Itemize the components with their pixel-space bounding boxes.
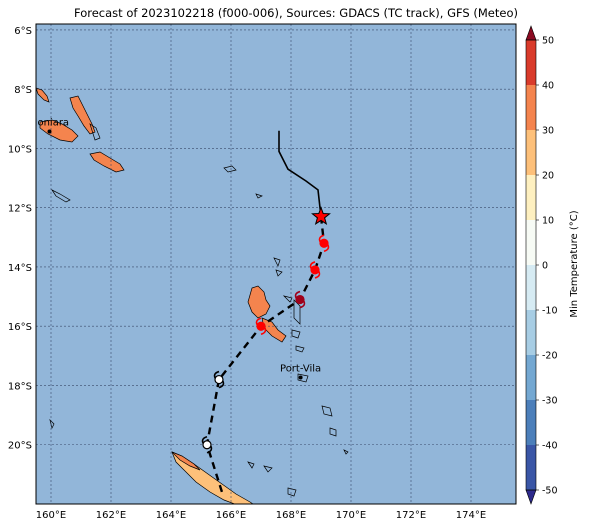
lon-tick-label: 170°E xyxy=(336,510,366,521)
land-epi xyxy=(291,329,301,339)
colorbar-extend-low xyxy=(525,489,537,505)
land-makira xyxy=(89,151,125,173)
longitude-tick-labels: 160°E 162°E 164°E 166°E 168°E 170°E 172°E 174°E xyxy=(36,510,486,521)
land-guadalcanal xyxy=(39,119,79,143)
land-efate xyxy=(295,345,305,353)
figure-title: Forecast of 2023102218 (f000-006), Sourc… xyxy=(74,6,518,20)
colorbar-tick-label: 10 xyxy=(542,216,554,227)
current-position-star-shape xyxy=(311,206,331,226)
lat-tick-label: 8°S xyxy=(14,85,32,96)
colorbar-band xyxy=(526,445,536,490)
lon-tick-label: 174°E xyxy=(456,510,486,521)
land-solomon-islands xyxy=(36,87,263,203)
colorbar-extend-high xyxy=(525,25,537,41)
colorbar-band xyxy=(526,220,536,265)
colorbar-tick-label: -50 xyxy=(542,486,558,497)
colorbar-tick-label: -30 xyxy=(542,396,558,407)
land-santa-isabel xyxy=(69,95,96,135)
lon-tick-label: 164°E xyxy=(156,510,186,521)
map-frame xyxy=(35,23,517,505)
colorbar-tick-label: 40 xyxy=(542,81,554,92)
city-label: Honiara xyxy=(30,118,69,129)
colorbar-tick-label: -10 xyxy=(542,306,558,317)
colorbar-tick-label: 0 xyxy=(542,261,548,272)
colorbar-label: Min Temperature (°C) xyxy=(569,210,580,317)
cyclone-symbol-dot xyxy=(214,374,224,385)
land-vanuatu xyxy=(247,257,349,455)
colorbar-band xyxy=(526,310,536,355)
land-rennell xyxy=(50,189,71,203)
land-loyalty-1 xyxy=(247,461,255,469)
cyclone-track xyxy=(205,130,326,493)
track-forecast-line xyxy=(205,216,326,493)
colorbar: -50 -40 -30 -20 -10 0 10 20 30 40 50 xyxy=(525,25,558,505)
lon-tick-label: 162°E xyxy=(96,510,126,521)
land-aneityum xyxy=(343,449,349,455)
lat-tick-label: 10°S xyxy=(8,144,32,155)
track-past-line xyxy=(278,130,322,217)
land-small-4 xyxy=(275,269,283,277)
land-erromango xyxy=(321,405,333,417)
cyclone-symbol-dot xyxy=(202,440,212,450)
land-loyalty-3 xyxy=(287,487,297,497)
colorbar-tick-label: -40 xyxy=(542,441,558,452)
cities: Honiara Port-Vila xyxy=(30,118,321,380)
land-tanna xyxy=(329,427,337,437)
cyclone-symbol-dot xyxy=(256,321,266,331)
land-small-2 xyxy=(255,193,263,199)
grid xyxy=(36,24,516,504)
land-grande-terre-edge xyxy=(171,451,201,471)
lat-tick-label: 6°S xyxy=(14,26,32,37)
land-new-caledonia xyxy=(49,418,297,504)
land-pentecost xyxy=(293,299,301,325)
land-loyalty-2 xyxy=(263,465,273,473)
lat-tick-label: 12°S xyxy=(8,204,32,215)
colorbar-band xyxy=(526,130,536,175)
track-point-5 xyxy=(201,435,213,454)
track-point-0 xyxy=(318,234,330,253)
cyclone-symbol-dot xyxy=(295,294,305,305)
colorbar-tick-label: 50 xyxy=(542,36,554,47)
colorbar-band xyxy=(526,175,536,220)
track-point-3 xyxy=(255,317,267,335)
colorbar-band xyxy=(526,85,536,130)
land-choiseul xyxy=(36,87,50,103)
lat-tick-label: 20°S xyxy=(8,441,32,452)
colorbar-band xyxy=(526,265,536,310)
cyclone-symbol-dot xyxy=(319,238,329,248)
track-point-4 xyxy=(213,370,225,389)
track-point-1 xyxy=(309,261,321,279)
colorbar-tick-label: 30 xyxy=(542,126,554,137)
ocean xyxy=(36,24,516,504)
land-espiritu-santo xyxy=(247,285,271,319)
city-marker xyxy=(47,129,52,134)
city-marker xyxy=(298,375,303,380)
lat-tick-label: 14°S xyxy=(8,263,32,274)
colorbar-tick-label: -20 xyxy=(542,351,558,362)
colorbar-band xyxy=(526,400,536,445)
lat-tick-label: 16°S xyxy=(8,322,32,333)
land-malaita-north xyxy=(89,123,101,141)
current-position-star xyxy=(311,206,331,226)
colorbar-band xyxy=(526,40,536,85)
city-label: Port-Vila xyxy=(280,363,321,374)
lon-tick-label: 160°E xyxy=(36,510,66,521)
land-efate-2 xyxy=(297,373,309,383)
latitude-tick-labels: 6°S 8°S 10°S 12°S 14°S 16°S 18°S 20°S xyxy=(8,26,32,452)
cyclone-symbol-dot xyxy=(310,265,320,275)
track-point-2 xyxy=(294,290,306,309)
lat-tick-label: 18°S xyxy=(8,381,32,392)
colorbar-band xyxy=(526,355,536,400)
lon-tick-label: 166°E xyxy=(216,510,246,521)
colorbar-tick-label: 20 xyxy=(542,171,554,182)
track-points xyxy=(201,234,330,454)
lon-tick-label: 172°E xyxy=(396,510,426,521)
land-small-1 xyxy=(223,165,237,173)
lon-tick-label: 168°E xyxy=(276,510,306,521)
land-small-3 xyxy=(273,257,281,267)
